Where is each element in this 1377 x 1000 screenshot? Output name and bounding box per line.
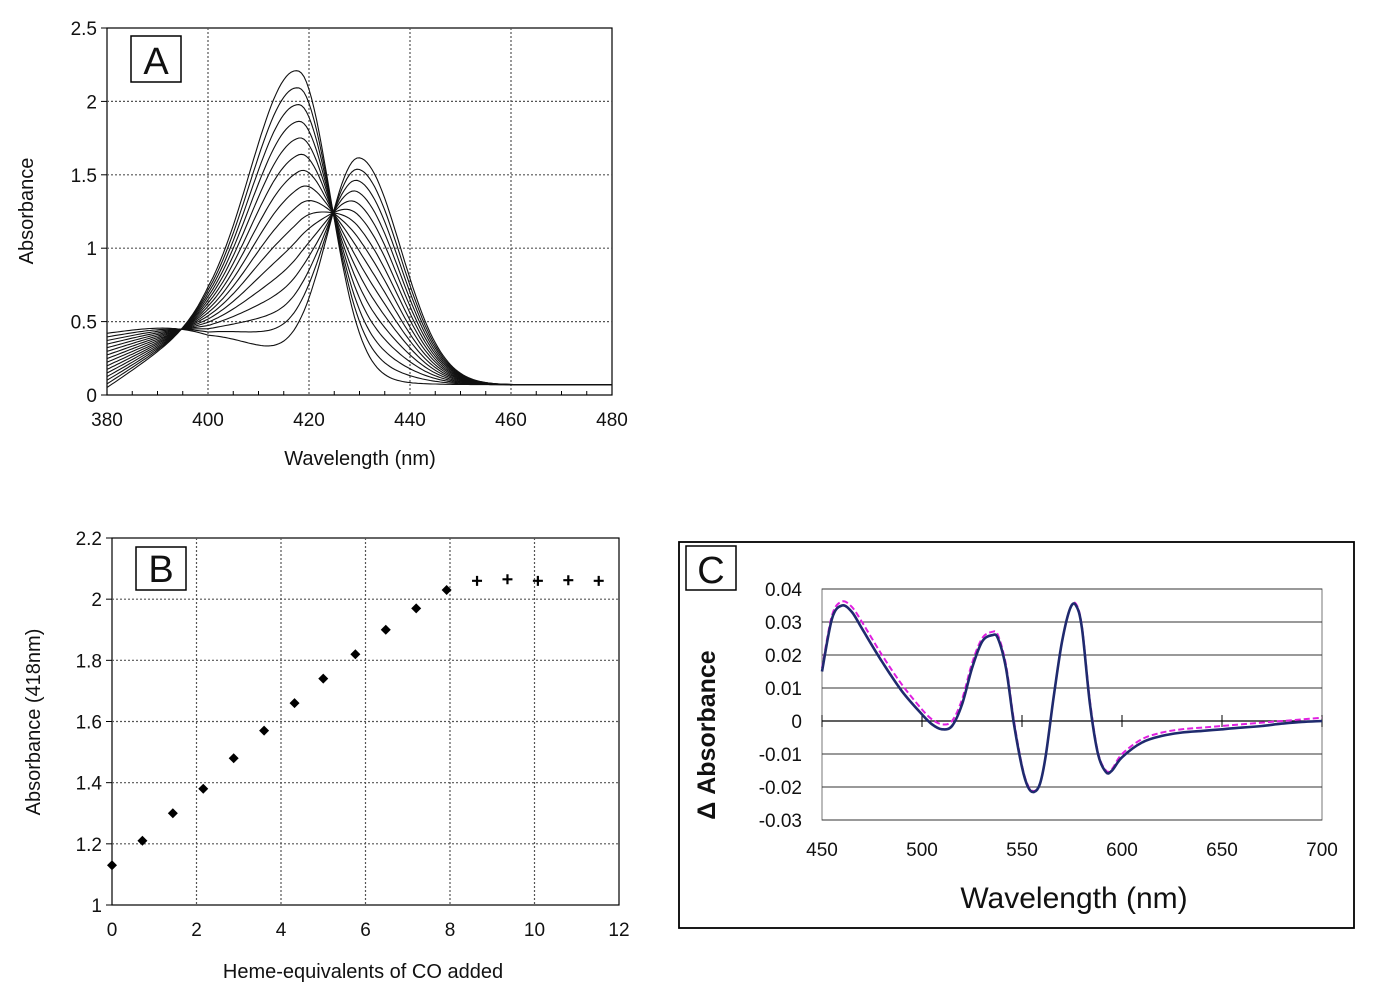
y-tick-label-1: 1 <box>86 239 97 260</box>
x-tick-label-4: 4 <box>276 920 287 941</box>
y-tick-label-2.5: 2.5 <box>71 19 97 40</box>
panel-a-xlabel: Wavelength (nm) <box>284 448 436 470</box>
x-tick-label-380: 380 <box>91 410 123 431</box>
data-point-diamond <box>259 725 270 736</box>
panel-b-label-box <box>135 546 187 591</box>
panel-c-ylabel: Δ Absorbance <box>693 650 721 819</box>
x-tick-label-440: 440 <box>394 410 426 431</box>
y-tick-label-1.8: 1.8 <box>76 651 102 672</box>
panel-c-label: C <box>697 550 724 592</box>
y-tick-label-0.03: 0.03 <box>765 613 802 634</box>
data-point-diamond <box>380 624 391 635</box>
y-tick-label-1: 1 <box>91 896 102 917</box>
panel-a-x-ticks: 380 400 420 440 460 480 <box>91 391 628 431</box>
y-tick-label-1.4: 1.4 <box>76 774 103 795</box>
panel-b-label: B <box>148 549 173 591</box>
y-tick-label-2: 2 <box>91 590 102 611</box>
data-point-diamond <box>411 603 422 614</box>
x-tick-label-12: 12 <box>608 920 629 941</box>
panel-b-y-ticks: 1 1.2 1.4 1.6 1.8 2 2.2 <box>76 529 112 917</box>
y-tick-label-1.2: 1.2 <box>76 835 102 856</box>
spectrum-line-16 <box>106 157 612 386</box>
x-tick-label-8: 8 <box>445 920 456 941</box>
data-point-diamond <box>441 584 452 595</box>
panel-c-label-box <box>685 545 737 591</box>
data-point-cross <box>593 575 604 586</box>
x-tick-label-420: 420 <box>293 410 325 431</box>
panel-a-y-ticks: 0 0.5 1 1.5 2 2.5 <box>71 19 107 407</box>
y-tick-label--0.02: -0.02 <box>759 778 802 799</box>
data-point-diamond <box>228 753 239 764</box>
x-tick-label-400: 400 <box>192 410 224 431</box>
y-tick-label--0.03: -0.03 <box>759 811 802 832</box>
y-tick-label--0.01: -0.01 <box>759 745 802 766</box>
panel-a-ylabel: Absorbance <box>16 158 38 265</box>
panel-a-label-box <box>130 35 182 83</box>
y-tick-label-0.02: 0.02 <box>765 646 802 667</box>
panel-b-grid <box>112 538 619 905</box>
panel-c-x-ticks: 450 500 550 600 650 700 <box>806 840 1338 861</box>
x-tick-label-650: 650 <box>1206 840 1238 861</box>
x-tick-label-6: 6 <box>360 920 371 941</box>
y-tick-label-1.6: 1.6 <box>76 713 102 734</box>
x-tick-label-600: 600 <box>1106 840 1138 861</box>
panel-c-series <box>820 600 1323 794</box>
data-point-diamond <box>107 860 117 871</box>
y-tick-label-0: 0 <box>86 386 97 407</box>
x-tick-label-700: 700 <box>1306 840 1338 861</box>
data-point-cross <box>472 575 483 586</box>
panel-c-y-ticks: -0.03 -0.02 -0.01 0 0.01 0.02 0.03 0.04 <box>759 580 803 832</box>
panel-a-label: A <box>143 41 169 83</box>
data-point-diamond <box>167 808 178 819</box>
panel-a-spectra <box>106 70 612 388</box>
data-point-diamond <box>350 649 361 660</box>
panel-a-plot-area <box>106 27 613 396</box>
x-tick-label-550: 550 <box>1006 840 1038 861</box>
panel-c-chart: 450 500 550 600 650 700 -0.03 -0.02 -0.01 0 0.01 0… <box>678 541 1355 929</box>
x-tick-label-2: 2 <box>191 920 202 941</box>
panel-b-x-ticks: 0 2 4 6 8 10 12 <box>107 920 630 941</box>
x-tick-label-0: 0 <box>107 920 118 941</box>
x-tick-label-10: 10 <box>524 920 545 941</box>
y-tick-label-2: 2 <box>86 92 97 113</box>
y-tick-label-2.2: 2.2 <box>76 529 102 550</box>
panel-a-chart: 380 400 420 440 460 480 0 0.5 1 1.5 2 2.5 A Wavele… <box>16 19 628 470</box>
data-point-diamond <box>198 783 209 794</box>
x-tick-label-460: 460 <box>495 410 527 431</box>
data-point-cross <box>502 574 513 585</box>
data-point-diamond <box>318 673 329 684</box>
y-tick-label-0.04: 0.04 <box>765 580 802 601</box>
data-point-cross <box>563 575 574 586</box>
data-point-diamond <box>289 698 300 709</box>
x-tick-label-480: 480 <box>596 410 628 431</box>
data-point-cross <box>532 575 543 586</box>
y-tick-label-0.01: 0.01 <box>765 679 802 700</box>
y-tick-label-1.5: 1.5 <box>71 166 97 187</box>
panel-b-chart: 0 2 4 6 8 10 12 1 1.2 1.4 1.6 1.8 2 2.2 B Heme-equiv… <box>23 529 630 983</box>
panel-c-xlabel: Wavelength (nm) <box>960 882 1187 915</box>
series-line-measured <box>820 602 1323 794</box>
panel-b-ylabel: Absorbance (418nm) <box>23 629 45 816</box>
y-tick-label-0: 0 <box>791 712 802 733</box>
x-tick-label-450: 450 <box>806 840 838 861</box>
panel-c-grid <box>821 588 1323 821</box>
x-tick-label-500: 500 <box>906 840 938 861</box>
panel-b-points <box>107 574 604 871</box>
data-point-diamond <box>137 835 148 846</box>
y-tick-label-0.5: 0.5 <box>71 313 97 334</box>
panel-b-xlabel: Heme-equivalents of CO added <box>223 961 503 983</box>
